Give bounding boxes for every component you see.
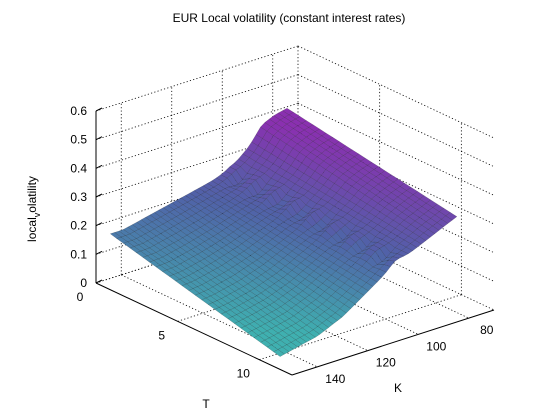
z-tick-label: 0.3 bbox=[70, 190, 87, 204]
grid-line bbox=[222, 242, 419, 335]
z-tick-mark bbox=[95, 193, 103, 198]
surface-patch bbox=[392, 253, 405, 259]
z-tick-mark bbox=[95, 164, 103, 169]
z-axis-label-base: local bbox=[25, 217, 39, 242]
surface-patch bbox=[374, 269, 387, 278]
surface-patch bbox=[445, 212, 458, 221]
surface-patch bbox=[295, 337, 307, 345]
grid-line bbox=[95, 102, 299, 169]
surface-patch bbox=[335, 308, 347, 318]
z-tick-label: 0.5 bbox=[70, 133, 87, 147]
grid-line bbox=[297, 160, 495, 254]
z-axis-label: localvolatility bbox=[25, 176, 42, 242]
y-axis-label: K bbox=[394, 381, 402, 395]
y-axis-line bbox=[291, 309, 495, 376]
tick-labels: 0 0.1 0.2 0.3 0.4 0.5 0.6 0 5 10 80 100 120 140 bbox=[70, 104, 493, 386]
z-tick-label: 0.6 bbox=[70, 104, 87, 118]
z-tick-mark bbox=[95, 222, 103, 227]
grid-line bbox=[95, 45, 299, 112]
grid-line bbox=[297, 188, 495, 282]
z-tick-mark bbox=[95, 107, 103, 112]
grid-line bbox=[297, 102, 495, 196]
z-tick-label: 0 bbox=[80, 276, 87, 290]
y-tick-label: 100 bbox=[426, 339, 446, 353]
z-tick-mark bbox=[95, 279, 103, 284]
surface-patch bbox=[379, 264, 391, 273]
grid-line bbox=[171, 258, 368, 351]
x-tick-label: 10 bbox=[237, 367, 251, 381]
x-axis-line bbox=[95, 282, 293, 376]
x-tick-label: 5 bbox=[158, 328, 165, 342]
z-tick-label: 0.2 bbox=[70, 219, 87, 233]
surface-patch bbox=[370, 273, 383, 283]
grid-line bbox=[297, 74, 495, 168]
grid-line bbox=[297, 217, 495, 311]
surface-patch bbox=[273, 349, 285, 357]
surface-patch bbox=[304, 332, 316, 340]
z-axis-label-sub: v bbox=[32, 212, 42, 217]
x-axis-label: T bbox=[202, 397, 210, 411]
y-tick-label: 80 bbox=[480, 323, 494, 337]
z-tick-label: 0.1 bbox=[70, 247, 87, 261]
z-tick-mark bbox=[95, 136, 103, 141]
grid-line bbox=[95, 74, 299, 141]
z-tick-label: 0.4 bbox=[70, 161, 87, 175]
surface-patch bbox=[441, 215, 453, 224]
surface-patch bbox=[277, 346, 290, 355]
surface-patch bbox=[291, 339, 303, 348]
chart-title: EUR Local volatility (constant interest … bbox=[173, 11, 406, 25]
surface-patch bbox=[348, 295, 360, 305]
surface-patch bbox=[344, 299, 356, 309]
grid-line bbox=[297, 45, 495, 139]
surface-patch bbox=[299, 334, 312, 343]
grid-line bbox=[272, 225, 469, 319]
x-tick-label: 0 bbox=[77, 290, 84, 304]
surface-patch bbox=[286, 342, 299, 350]
surface-plot bbox=[109, 108, 458, 357]
grid-line bbox=[259, 294, 462, 361]
z-tick-mark bbox=[95, 250, 103, 255]
surface-patch bbox=[282, 344, 294, 352]
y-tick-label: 140 bbox=[325, 372, 345, 386]
z-axis-label-rest: olatility bbox=[25, 176, 39, 213]
grid-line bbox=[297, 131, 495, 225]
surface-patch bbox=[313, 326, 325, 335]
y-tick-label: 120 bbox=[376, 356, 396, 370]
surface-patch bbox=[317, 322, 329, 332]
surface-patch bbox=[419, 232, 431, 241]
